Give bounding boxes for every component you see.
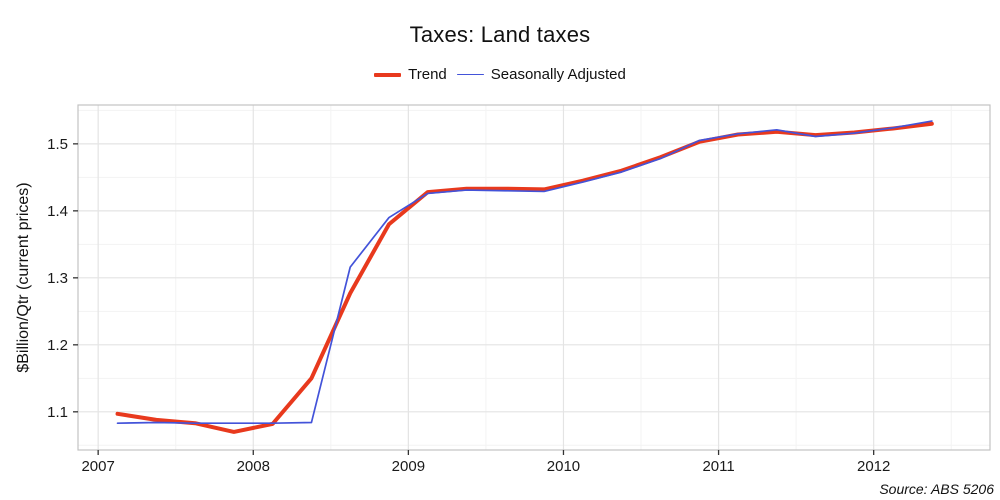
trend-line-swatch-icon — [374, 72, 402, 77]
chart-title: Taxes: Land taxes — [409, 22, 591, 47]
legend-item-trend: Trend — [374, 66, 447, 83]
x-tick-label: 2011 — [702, 458, 734, 475]
y-tick-label: 1.2 — [47, 337, 68, 354]
y-tick-label: 1.3 — [47, 270, 68, 287]
legend-item-seasonally-adjusted: Seasonally Adjusted — [456, 66, 626, 83]
y-axis-title: $Billion/Qtr (current prices) — [15, 182, 32, 372]
source-note: Source: ABS 5206 — [879, 481, 994, 497]
x-tick-label: 2010 — [547, 458, 580, 475]
legend-label-trend: Trend — [408, 66, 447, 83]
y-tick-label: 1.1 — [47, 404, 68, 421]
x-tick-label: 2009 — [392, 458, 425, 475]
chart-legend: Trend Seasonally Adjusted — [0, 66, 1000, 83]
legend-label-seasonally-adjusted: Seasonally Adjusted — [490, 66, 626, 83]
x-tick-label: 2012 — [857, 458, 890, 475]
seasonally-adjusted-line — [116, 120, 933, 425]
x-tick-label: 2007 — [81, 458, 114, 475]
x-tick-label: 2008 — [237, 458, 270, 475]
y-tick-label: 1.4 — [47, 203, 68, 220]
seasonally-adjusted-line-swatch-icon — [456, 74, 484, 75]
y-tick-label: 1.5 — [47, 136, 68, 153]
